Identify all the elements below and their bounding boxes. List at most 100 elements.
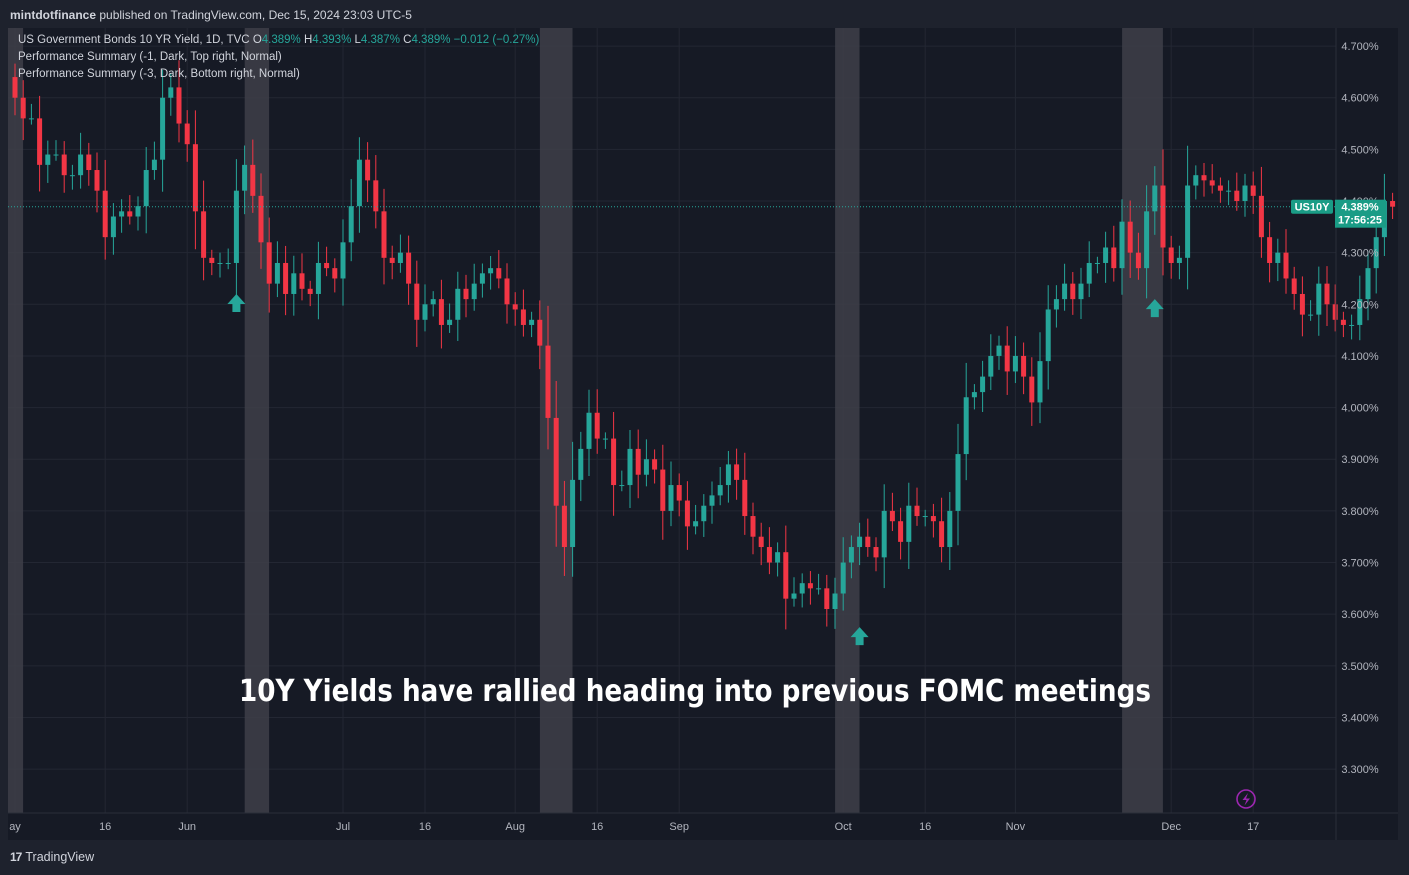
footer-brand[interactable]: 17 TradingView bbox=[10, 850, 94, 864]
candle-body bbox=[20, 97, 26, 119]
candle-body bbox=[143, 170, 149, 207]
x-tick-label: Jun bbox=[178, 821, 196, 833]
candle-body bbox=[750, 516, 756, 537]
candle-body bbox=[602, 438, 608, 440]
candle-body bbox=[69, 175, 75, 177]
countdown-text: 17:56:25 bbox=[1338, 215, 1382, 227]
candle-body bbox=[1258, 195, 1264, 238]
candle-body bbox=[233, 190, 239, 263]
ticker-tag bbox=[1291, 199, 1333, 214]
price-axis[interactable]: 4.700%4.600%4.500%4.400%4.300%4.200%4.10… bbox=[1335, 28, 1379, 840]
candle-body bbox=[184, 123, 190, 145]
candle-body bbox=[45, 154, 51, 165]
candle-body bbox=[586, 412, 592, 449]
candle-body bbox=[471, 283, 477, 300]
high-value: 4.393% bbox=[312, 34, 352, 46]
price-text: 4.389% bbox=[1341, 202, 1379, 214]
candle-body bbox=[1242, 185, 1248, 202]
x-tick-label: ay bbox=[9, 821, 21, 833]
x-tick-label: 16 bbox=[419, 821, 431, 833]
candle-body bbox=[324, 262, 330, 269]
grid bbox=[8, 28, 1336, 813]
x-tick-label: Dec bbox=[1161, 821, 1181, 833]
publisher-name[interactable]: mintdotfinance bbox=[10, 8, 96, 22]
candle-body bbox=[1021, 355, 1027, 377]
candle-body bbox=[61, 154, 67, 176]
candle-body bbox=[832, 593, 838, 610]
candle-body bbox=[783, 552, 789, 599]
candle-body bbox=[225, 262, 231, 264]
candle-body bbox=[594, 412, 600, 439]
candle-body bbox=[28, 118, 34, 120]
candle-body bbox=[635, 448, 641, 475]
candle-body bbox=[102, 190, 108, 238]
fomc-bands bbox=[8, 28, 1163, 813]
candle-body bbox=[1119, 221, 1125, 269]
candle-body bbox=[537, 319, 543, 346]
candle-body bbox=[1349, 324, 1355, 326]
candle-body bbox=[217, 262, 223, 264]
candle-body bbox=[291, 273, 297, 294]
candle-body bbox=[701, 505, 707, 522]
candle-body bbox=[455, 288, 461, 320]
candle-body bbox=[201, 211, 207, 258]
candle-body bbox=[1291, 278, 1297, 294]
indicator-legend-2[interactable]: Performance Summary (-3, Dark, Bottom ri… bbox=[18, 68, 300, 80]
candle-body bbox=[504, 278, 510, 305]
candle-body bbox=[725, 464, 731, 486]
candle-body bbox=[1037, 361, 1043, 403]
candle-body bbox=[873, 547, 879, 558]
candle-body bbox=[1226, 190, 1232, 192]
candle-body bbox=[1250, 185, 1256, 196]
candles bbox=[12, 60, 1396, 630]
candle-body bbox=[619, 485, 625, 487]
candle-body bbox=[1111, 247, 1117, 269]
candle-body bbox=[1160, 185, 1166, 248]
candle-body bbox=[1357, 299, 1363, 325]
candlestick-chart[interactable]: 4.700%4.600%4.500%4.400%4.300%4.200%4.10… bbox=[8, 28, 1398, 840]
candle-body bbox=[447, 319, 453, 325]
time-axis[interactable]: ay 16 Jun Jul 16 Aug 16 Sep Oct 16 Nov Dec 17 bbox=[8, 812, 1398, 833]
low-label: L bbox=[354, 34, 361, 46]
candle-body bbox=[840, 562, 846, 594]
candle-body bbox=[1078, 283, 1084, 300]
publish-info: mintdotfinance published on TradingView.… bbox=[10, 8, 412, 22]
candle-body bbox=[1004, 345, 1010, 372]
candle-body bbox=[422, 304, 428, 320]
candle-body bbox=[939, 521, 945, 548]
candle-body bbox=[807, 583, 813, 589]
candle-body bbox=[766, 547, 772, 563]
symbol-legend[interactable]: US Government Bonds 10 YR Yield, 1D, TVC… bbox=[18, 34, 539, 46]
candle-body bbox=[561, 505, 567, 548]
candle-body bbox=[1144, 211, 1150, 269]
candle-body bbox=[758, 536, 764, 548]
chart-annotation[interactable]: 10Y Yields have rallied heading into pre… bbox=[239, 674, 1151, 709]
ticker-text: US10Y bbox=[1295, 202, 1331, 214]
lightning-icon[interactable] bbox=[1236, 789, 1256, 809]
candle-body bbox=[1316, 283, 1322, 315]
candle-body bbox=[1029, 376, 1035, 403]
arrow-up-marker bbox=[850, 627, 869, 646]
fomc-band bbox=[244, 28, 270, 813]
fomc-band bbox=[1122, 28, 1163, 813]
candle-body bbox=[176, 87, 182, 124]
candle-body bbox=[1135, 252, 1141, 269]
candle-body bbox=[643, 459, 649, 475]
candle-body bbox=[963, 397, 969, 455]
change-value: −0.012 (−0.27%) bbox=[453, 34, 540, 46]
x-tick-label: 17 bbox=[1247, 821, 1259, 833]
candle-body bbox=[488, 268, 494, 274]
arrow-up-marker bbox=[227, 293, 246, 312]
candle-body bbox=[1193, 175, 1199, 186]
candle-body bbox=[479, 273, 485, 284]
x-tick-label: Aug bbox=[505, 821, 525, 833]
candle-body bbox=[545, 345, 551, 418]
candle-body bbox=[1185, 185, 1191, 258]
indicator-legend-1[interactable]: Performance Summary (-1, Dark, Top right… bbox=[18, 51, 282, 63]
close-label: C bbox=[403, 34, 412, 46]
candle-body bbox=[1201, 175, 1207, 181]
candle-body bbox=[848, 547, 854, 563]
candle-body bbox=[955, 454, 961, 511]
candle-body bbox=[110, 216, 116, 238]
candle-body bbox=[914, 505, 920, 517]
